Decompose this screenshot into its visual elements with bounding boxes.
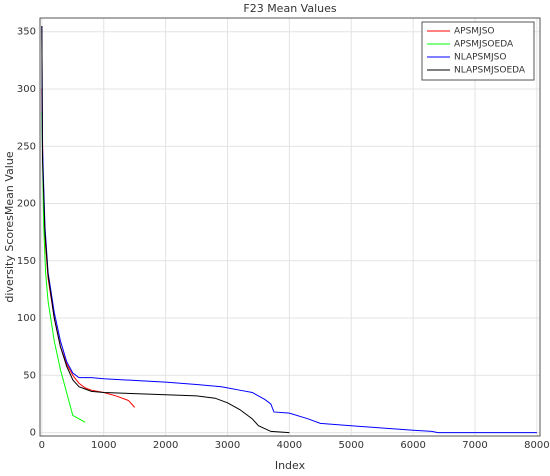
y-tick-label: 100 [17, 313, 36, 324]
line [41, 111, 86, 423]
y-axis-label: diversity ScoresMean Value [3, 151, 16, 302]
y-tick-label: 300 [17, 84, 36, 95]
x-tick-label: 4000 [277, 440, 302, 451]
x-tick-label: 5000 [339, 440, 364, 451]
x-tick-label: 1000 [91, 440, 116, 451]
chart-title: F23 Mean Values [243, 2, 336, 15]
legend-label: APSMJSO [454, 27, 495, 37]
legend-label: APSMJSOEDA [454, 40, 514, 50]
y-tick-label: 50 [23, 370, 36, 381]
legend-label: NLAPSMJSOEDA [454, 66, 526, 76]
x-tick-label: 2000 [153, 440, 178, 451]
x-tick-label: 7000 [462, 440, 487, 451]
x-tick-label: 0 [39, 440, 45, 451]
line [41, 26, 537, 434]
x-tick-label: 8000 [524, 440, 549, 451]
y-tick-label: 350 [17, 27, 36, 38]
plot-frame [39, 17, 541, 437]
legend-label: NLAPSMJSO [454, 53, 506, 63]
x-tick-label: 6000 [400, 440, 425, 451]
line [41, 26, 290, 434]
x-tick-label: 3000 [215, 440, 240, 451]
x-axis-label: Index [275, 459, 306, 472]
y-tick-label: 200 [17, 199, 36, 210]
y-tick-label: 0 [30, 428, 36, 439]
y-tick-label: 150 [17, 256, 36, 267]
y-tick-label: 250 [17, 141, 36, 152]
